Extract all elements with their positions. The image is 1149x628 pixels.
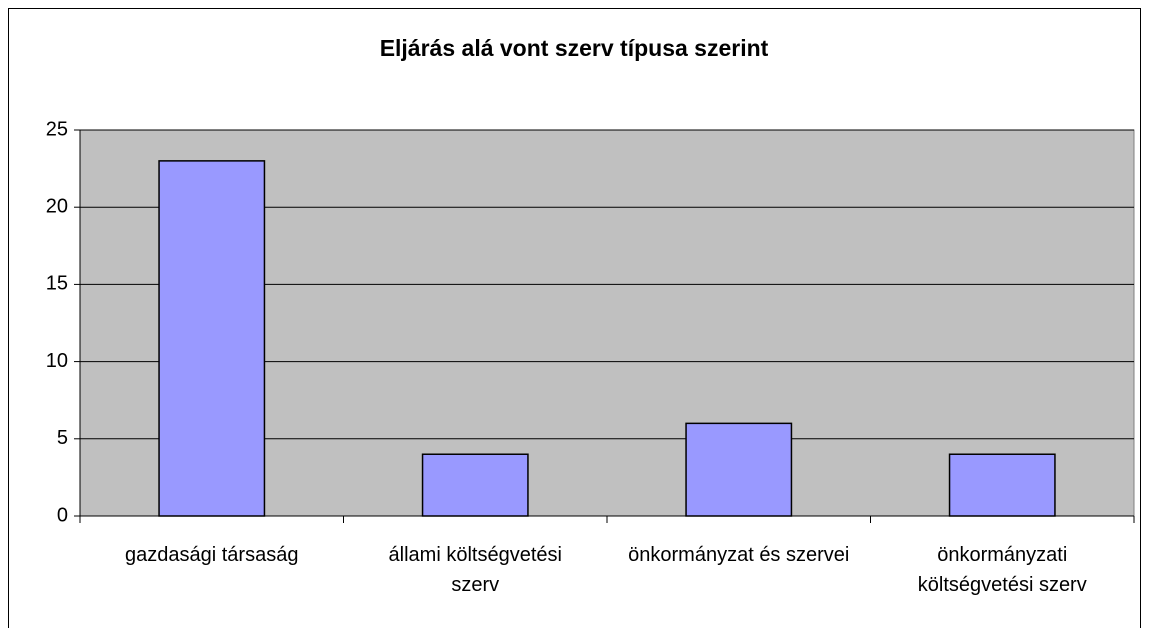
y-tick-label: 5 [57,427,68,449]
chart-title: Eljárás alá vont szerv típusa szerint [380,35,769,61]
y-tick-label: 10 [46,350,68,372]
bar [158,160,266,517]
y-tick-label: 20 [46,195,68,217]
bar [685,422,793,517]
x-tick-label: állami költségvetési szerv [388,544,562,596]
x-tick-label: gazdasági társaság [125,544,299,566]
bar [948,453,1056,517]
chart-border [8,8,1141,628]
bar [421,453,529,517]
y-tick-label: 15 [46,273,68,295]
x-tick-label: önkormányzat és szervei [628,544,850,566]
y-tick-label: 25 [46,118,68,140]
y-tick-label: 0 [57,504,68,526]
x-tick-label: önkormányzati költségvetési szerv [917,544,1087,596]
